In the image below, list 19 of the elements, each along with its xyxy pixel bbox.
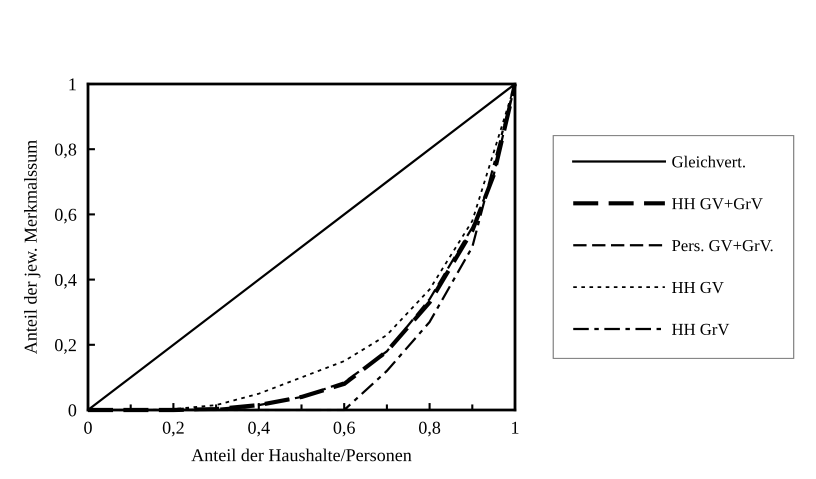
y-tick-label: 0 [68,404,76,416]
x-axis-title: Anteil der Haushalte/Personen [191,448,412,462]
text: HH GV [672,282,724,294]
x-tick-label: 0,6 [334,422,355,436]
text: HH GV+GrV [672,198,763,210]
x-tick-label: 0 [84,422,92,434]
y-tick-label: 0,2 [55,339,76,354]
text: HH GrV [672,324,730,336]
x-tick-label: 1 [512,422,518,434]
y-axis-title: Anteil der jew. Merkmalssum [24,140,40,354]
x-tick-label: 0,8 [419,422,440,436]
y-tick-label: 0,8 [55,143,76,158]
x-tick-label: 0,4 [248,422,270,436]
text: Gleichvert. [672,156,745,168]
text: Pers. GV+GrV. [672,240,773,252]
y-tick-label: 0,6 [55,208,76,224]
y-tick-label: 0,4 [55,274,77,289]
x-tick-label: 0,2 [162,422,184,436]
y-tick-label: 1 [69,78,76,90]
